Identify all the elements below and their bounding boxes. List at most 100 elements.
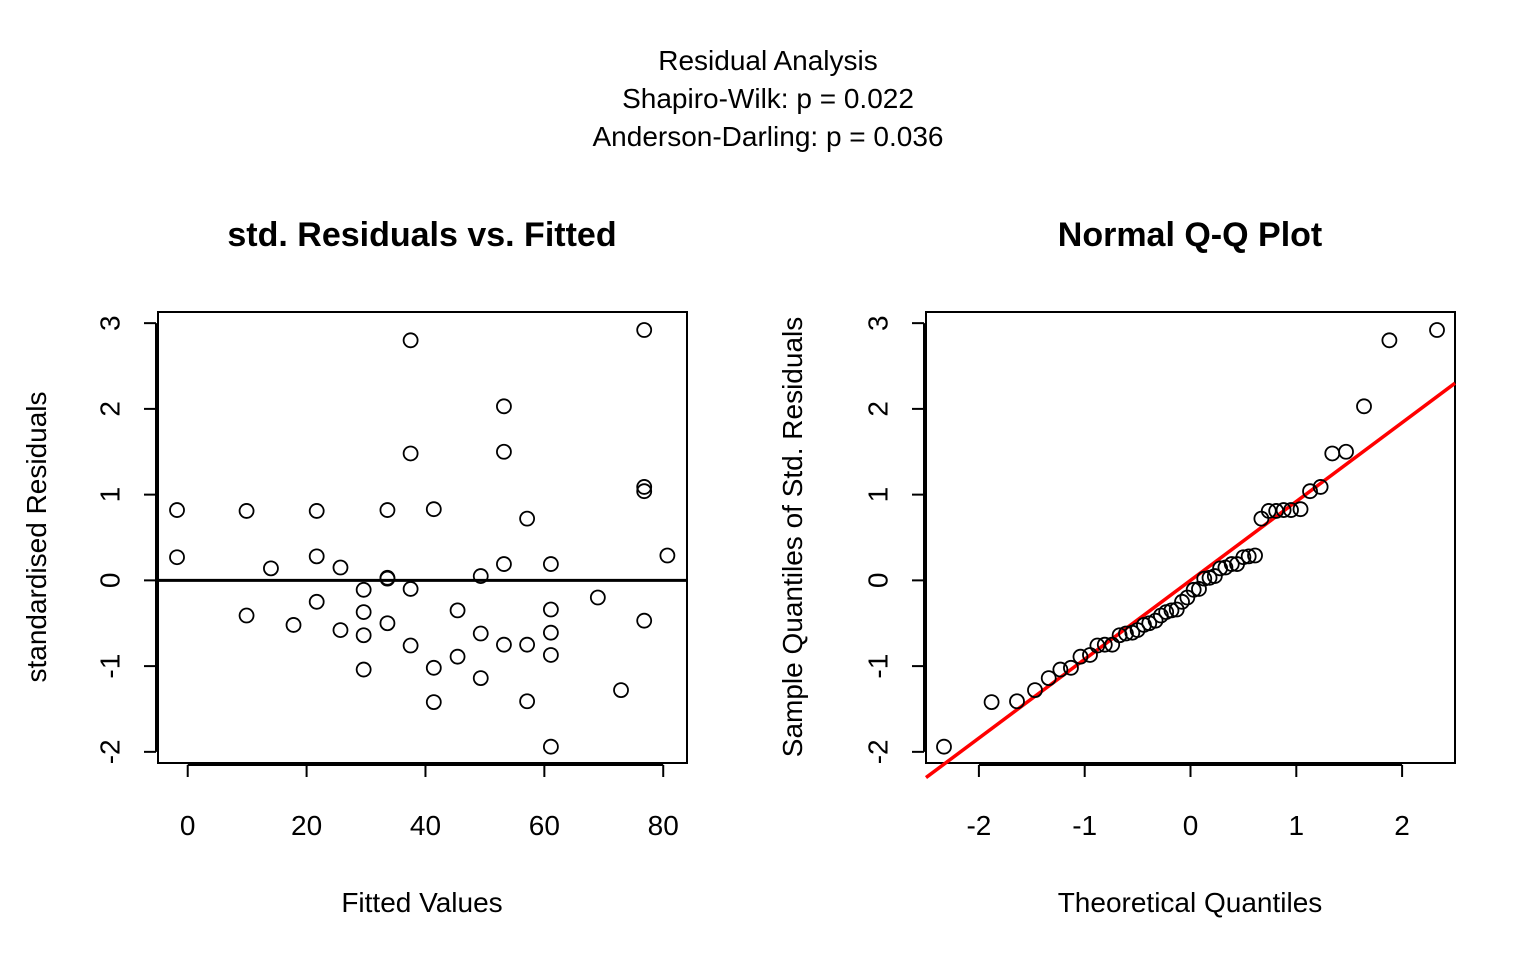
data-point bbox=[1302, 483, 1318, 500]
data-point bbox=[1235, 549, 1252, 566]
data-point bbox=[263, 560, 279, 577]
data-point bbox=[169, 549, 185, 566]
line-layer bbox=[924, 381, 1457, 779]
data-point bbox=[355, 604, 372, 620]
x-tick-label: 60 bbox=[529, 810, 560, 841]
data-point bbox=[589, 589, 606, 606]
y-tick-label: 0 bbox=[863, 573, 894, 589]
data-point bbox=[1147, 612, 1164, 629]
data-point bbox=[613, 682, 629, 699]
x-tick-label: -1 bbox=[1072, 810, 1097, 841]
data-point bbox=[355, 661, 372, 678]
data-point bbox=[238, 503, 255, 519]
data-point bbox=[1381, 332, 1398, 349]
y-axis-label: standardised Residuals bbox=[21, 391, 52, 682]
y-tick-label: -2 bbox=[863, 739, 894, 764]
data-point bbox=[355, 627, 372, 644]
data-point bbox=[1283, 502, 1299, 518]
data-point bbox=[1206, 568, 1223, 584]
y-tick-label: -1 bbox=[863, 654, 894, 679]
data-point bbox=[1118, 625, 1134, 642]
y-axis-label: Sample Quantiles of Std. Residuals bbox=[777, 317, 808, 757]
data-point bbox=[542, 624, 559, 641]
x-tick-label: 80 bbox=[648, 810, 679, 841]
data-point bbox=[425, 659, 442, 676]
data-point bbox=[542, 647, 559, 663]
residuals-vs-fitted-panel: std. Residuals vs. Fitted Fitted Values … bbox=[21, 216, 688, 918]
data-point bbox=[1324, 445, 1341, 462]
data-point bbox=[285, 617, 302, 633]
data-point bbox=[402, 445, 419, 462]
data-point bbox=[542, 738, 559, 755]
data-point bbox=[636, 479, 653, 495]
data-point bbox=[1185, 581, 1202, 598]
data-point bbox=[519, 510, 536, 527]
x-tick-label: 20 bbox=[291, 810, 322, 841]
x-tick-label: 1 bbox=[1289, 810, 1305, 841]
data-point bbox=[936, 738, 952, 755]
data-point bbox=[238, 607, 255, 624]
y-tick-label: 1 bbox=[95, 487, 126, 503]
data-point bbox=[1072, 648, 1089, 665]
x-tick-label: 40 bbox=[410, 810, 441, 841]
data-point bbox=[425, 501, 442, 518]
data-point bbox=[379, 502, 396, 518]
y-tick-label: -2 bbox=[95, 739, 126, 764]
x-tick-label: 2 bbox=[1394, 810, 1410, 841]
tick-layer: 0 20 40 60 80 -2 -1 0 1 2 3 bbox=[94, 315, 678, 841]
data-point bbox=[542, 556, 559, 572]
data-point bbox=[1275, 502, 1292, 518]
data-point bbox=[308, 593, 325, 610]
data-point bbox=[379, 570, 396, 587]
data-point bbox=[1223, 556, 1240, 572]
normal-qq-panel: Normal Q-Q Plot Theoretical Quantiles Sa… bbox=[777, 216, 1457, 918]
data-point bbox=[496, 556, 512, 572]
tick-layer: -2 -1 0 1 2 -2 -1 0 1 2 3 bbox=[863, 315, 1410, 841]
data-point bbox=[1338, 443, 1354, 460]
y-tick-label: 2 bbox=[863, 401, 894, 417]
data-point bbox=[1096, 636, 1113, 653]
figure-title: Residual Analysis bbox=[658, 45, 877, 76]
data-point bbox=[1063, 659, 1079, 676]
data-point bbox=[1247, 547, 1263, 564]
data-point bbox=[472, 625, 489, 642]
data-point bbox=[1196, 570, 1213, 587]
data-point bbox=[496, 636, 512, 653]
data-point bbox=[1356, 398, 1372, 415]
data-point bbox=[1253, 510, 1270, 527]
plot-frame bbox=[157, 311, 688, 764]
shapiro-wilk-result: Shapiro-Wilk: p = 0.022 bbox=[622, 83, 914, 114]
data-point bbox=[636, 483, 653, 500]
qq-reference-line bbox=[924, 381, 1457, 779]
point-layer bbox=[936, 322, 1445, 755]
data-point bbox=[1312, 479, 1329, 495]
x-tick-label: 0 bbox=[1183, 810, 1199, 841]
data-point bbox=[472, 568, 489, 584]
data-point bbox=[496, 443, 512, 460]
data-point bbox=[983, 694, 1000, 711]
data-point bbox=[1163, 602, 1180, 619]
data-point bbox=[1168, 601, 1185, 618]
data-point bbox=[169, 502, 185, 518]
data-point bbox=[519, 693, 536, 710]
y-tick-label: 2 bbox=[94, 401, 125, 417]
data-point bbox=[1009, 693, 1025, 710]
data-point bbox=[355, 581, 372, 598]
data-point bbox=[1292, 501, 1309, 518]
y-tick-label: 3 bbox=[863, 315, 894, 331]
data-point bbox=[449, 648, 466, 665]
data-point bbox=[659, 547, 676, 564]
data-point bbox=[1040, 670, 1057, 687]
data-point bbox=[449, 602, 466, 619]
x-tick-label: 0 bbox=[180, 810, 196, 841]
data-point bbox=[402, 637, 419, 654]
data-point bbox=[519, 636, 536, 653]
plot-frame bbox=[925, 311, 1456, 764]
data-point bbox=[1052, 661, 1069, 678]
data-point bbox=[402, 581, 419, 597]
data-point bbox=[308, 503, 325, 519]
data-point bbox=[332, 622, 349, 639]
y-tick-label: 0 bbox=[95, 573, 126, 589]
